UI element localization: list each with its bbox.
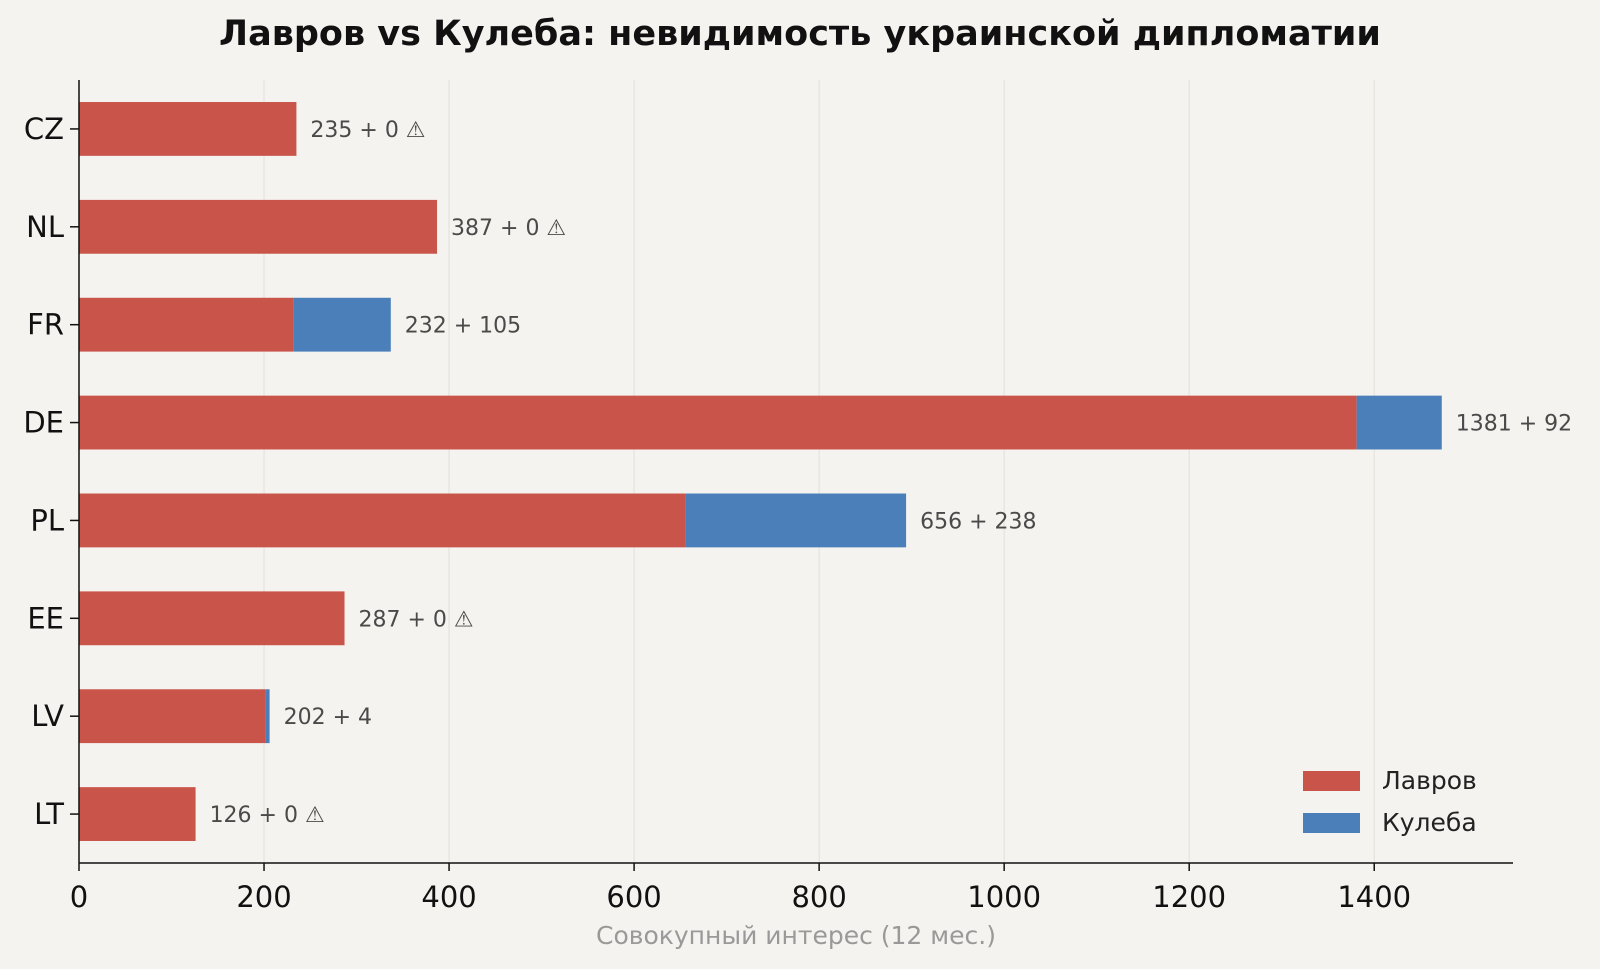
data-label-lt: 126 + 0 ⚠ — [210, 803, 325, 828]
data-label-pl: 656 + 238 — [920, 509, 1036, 534]
bar-nl-series-0 — [79, 199, 438, 254]
legend-swatch-0 — [1303, 771, 1360, 791]
bar-ee-series-0 — [79, 591, 345, 646]
bar-lt-series-0 — [79, 787, 196, 841]
category-label-nl: NL — [26, 210, 64, 244]
legend-label-0: Лавров — [1382, 766, 1477, 795]
bar-lv-series-1 — [265, 689, 270, 744]
category-label-ee: EE — [27, 601, 64, 635]
x-tick-label: 200 — [236, 880, 291, 914]
data-label-de: 1381 + 92 — [1456, 412, 1572, 437]
x-tick-label: 600 — [606, 880, 661, 914]
category-label-lt: LT — [34, 797, 64, 831]
data-label-cz: 235 + 0 ⚠ — [310, 118, 425, 143]
legend-label-1: Кулеба — [1382, 808, 1477, 837]
bar-fr-series-0 — [79, 297, 294, 352]
category-label-pl: PL — [30, 503, 64, 537]
data-label-nl: 387 + 0 ⚠ — [451, 216, 566, 241]
bar-de-series-1 — [1356, 395, 1442, 450]
category-label-lv: LV — [31, 699, 64, 733]
x-tick-label: 1200 — [1152, 880, 1226, 914]
category-label-fr: FR — [27, 308, 64, 342]
bar-pl-series-0 — [79, 493, 686, 548]
data-label-ee: 287 + 0 ⚠ — [359, 607, 474, 632]
x-tick-label: 400 — [421, 880, 476, 914]
x-tick-label: 0 — [70, 880, 88, 914]
bar-cz-series-0 — [79, 102, 297, 156]
bar-fr-series-1 — [293, 297, 391, 352]
legend-swatch-1 — [1303, 813, 1360, 833]
bar-de-series-0 — [79, 395, 1357, 450]
data-label-lv: 202 + 4 — [284, 705, 372, 730]
x-tick-label: 1000 — [967, 880, 1041, 914]
x-tick-label: 800 — [791, 880, 846, 914]
data-label-fr: 232 + 105 — [405, 314, 521, 339]
chart-title: Лавров vs Кулеба: невидимость украинской… — [219, 14, 1381, 54]
bar-pl-series-1 — [685, 493, 907, 548]
x-tick-label: 1400 — [1337, 880, 1411, 914]
x-axis-title: Совокупный интерес (12 мес.) — [596, 921, 996, 950]
bar-lv-series-0 — [79, 689, 266, 744]
category-label-de: DE — [23, 406, 64, 440]
category-label-cz: CZ — [24, 112, 64, 146]
